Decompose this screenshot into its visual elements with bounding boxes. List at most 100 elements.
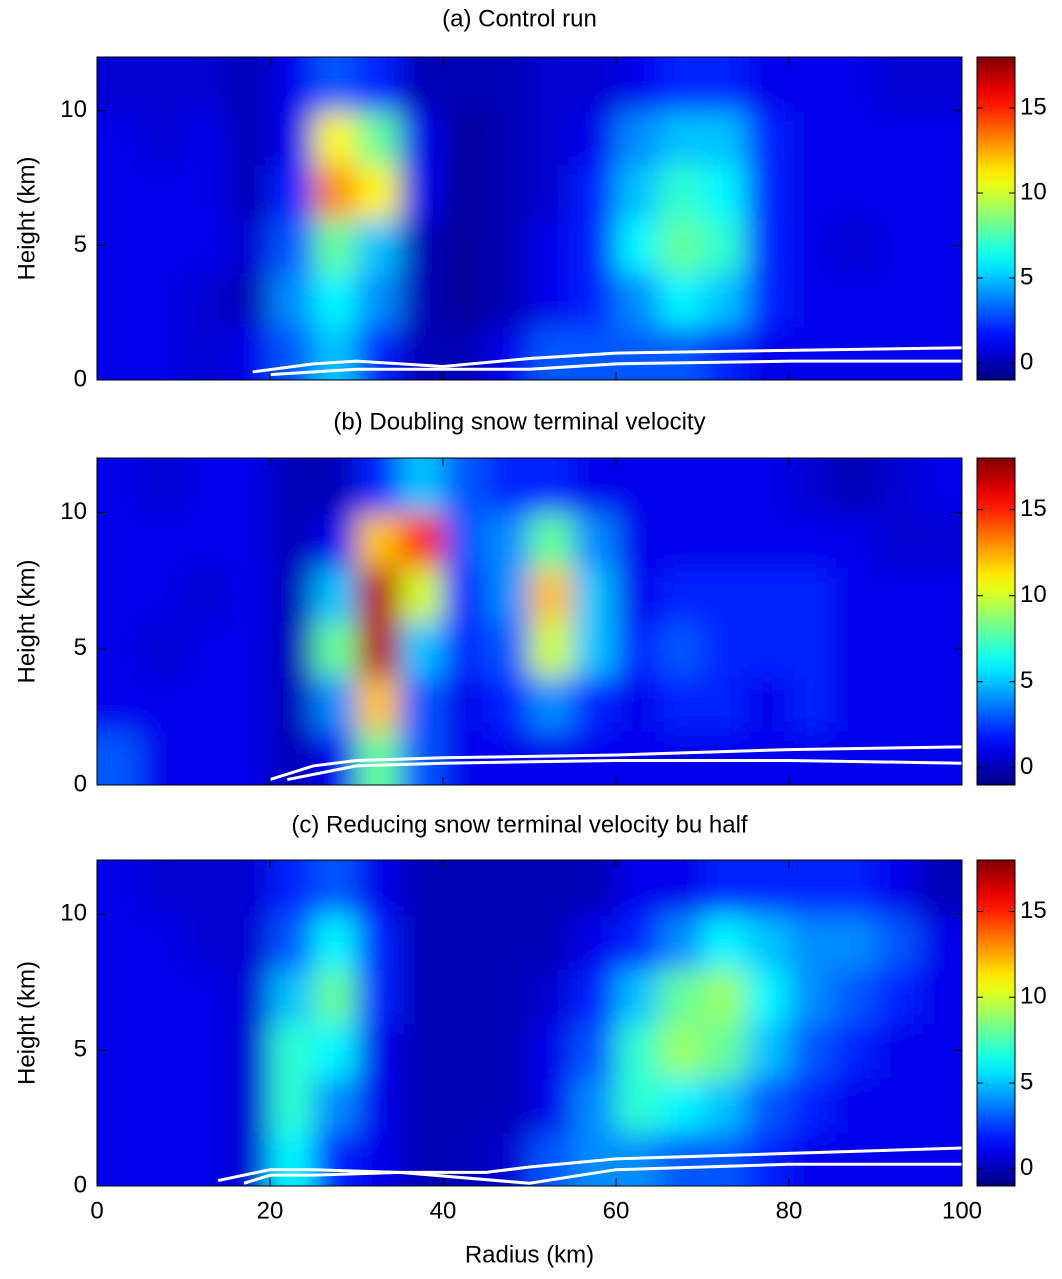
heat-cell bbox=[875, 914, 920, 970]
y-axis-label: Height (km) bbox=[13, 559, 40, 683]
heat-cell bbox=[443, 110, 488, 166]
heat-cell bbox=[832, 1077, 877, 1133]
x-axis-label: Radius (km) bbox=[465, 1241, 594, 1268]
heat-cell bbox=[443, 164, 488, 220]
heat-cell bbox=[745, 860, 790, 916]
heat-cell bbox=[702, 326, 747, 380]
heat-cell bbox=[918, 326, 962, 380]
heat-cell bbox=[356, 676, 401, 732]
colorbar bbox=[976, 457, 1016, 786]
heat-cell bbox=[918, 57, 962, 112]
heat-cell bbox=[270, 621, 315, 677]
heat-cell bbox=[702, 110, 747, 166]
x-tick-label: 20 bbox=[257, 1197, 284, 1224]
heat-cell bbox=[313, 272, 358, 328]
heat-cell bbox=[140, 272, 185, 328]
heat-cell bbox=[702, 676, 747, 732]
heat-cell bbox=[789, 272, 834, 328]
heat-cell bbox=[875, 218, 920, 274]
heat-cell bbox=[659, 1077, 704, 1133]
heat-cell bbox=[399, 326, 444, 380]
heat-cell bbox=[529, 326, 574, 380]
contour-line bbox=[269, 359, 962, 377]
heat-cell bbox=[616, 860, 661, 916]
colorbar-tick-label: 0 bbox=[1020, 348, 1033, 375]
colorbar-tick-label: 10 bbox=[1020, 581, 1047, 608]
heat-cell bbox=[875, 968, 920, 1024]
heat-cell bbox=[616, 567, 661, 623]
heat-cell bbox=[702, 57, 747, 112]
heat-cell bbox=[789, 676, 834, 732]
heat-cell bbox=[226, 968, 271, 1024]
heat-cell bbox=[529, 57, 574, 112]
colorbar bbox=[976, 859, 1016, 1187]
heat-cell bbox=[789, 1077, 834, 1133]
heat-cell bbox=[572, 164, 617, 220]
heat-cell bbox=[399, 164, 444, 220]
heat-cell bbox=[875, 458, 920, 514]
heat-cell bbox=[875, 272, 920, 328]
heat-cell bbox=[356, 621, 401, 677]
colorbar bbox=[976, 56, 1016, 381]
panel-title: (c) Reducing snow terminal velocity bu h… bbox=[291, 811, 748, 838]
heat-cell bbox=[529, 110, 574, 166]
heat-cell bbox=[140, 110, 185, 166]
heat-cell bbox=[313, 621, 358, 677]
heat-cell bbox=[659, 914, 704, 970]
heat-cell bbox=[659, 458, 704, 514]
heat-cell bbox=[918, 164, 962, 220]
heat-cell bbox=[572, 730, 617, 785]
heat-cell bbox=[832, 326, 877, 380]
heat-cell bbox=[270, 218, 315, 274]
heat-cell bbox=[529, 968, 574, 1024]
heat-cell bbox=[313, 860, 358, 916]
heat-cell bbox=[443, 968, 488, 1024]
heat-cell bbox=[140, 914, 185, 970]
heat-cell bbox=[832, 164, 877, 220]
heat-cell bbox=[745, 968, 790, 1024]
heat-cell bbox=[918, 272, 962, 328]
heat-cell bbox=[270, 110, 315, 166]
heat-cell bbox=[356, 512, 401, 568]
heat-cell bbox=[356, 110, 401, 166]
heat-cell bbox=[486, 110, 531, 166]
heat-cell bbox=[399, 57, 444, 112]
heat-cell bbox=[572, 968, 617, 1024]
heat-cell bbox=[356, 218, 401, 274]
heat-cell bbox=[183, 326, 228, 380]
heat-cell bbox=[745, 621, 790, 677]
heat-cell bbox=[399, 860, 444, 916]
heat-cell bbox=[270, 272, 315, 328]
heat-cell bbox=[789, 164, 834, 220]
heat-cell bbox=[183, 567, 228, 623]
y-tick-label: 10 bbox=[60, 498, 87, 525]
heat-cell bbox=[313, 1131, 358, 1186]
heat-cell bbox=[789, 914, 834, 970]
heat-cell bbox=[702, 218, 747, 274]
heat-cell bbox=[572, 272, 617, 328]
heat-cell bbox=[183, 676, 228, 732]
x-tick-label: 80 bbox=[776, 1197, 803, 1224]
heat-cell bbox=[356, 1077, 401, 1133]
heat-cell bbox=[443, 914, 488, 970]
heat-cell bbox=[529, 567, 574, 623]
heat-cell bbox=[140, 730, 185, 785]
heat-cell bbox=[140, 164, 185, 220]
heat-cell bbox=[270, 512, 315, 568]
heat-cell bbox=[97, 567, 142, 623]
heat-cell bbox=[183, 57, 228, 112]
heat-cell bbox=[529, 1077, 574, 1133]
heat-cell bbox=[745, 458, 790, 514]
heat-cell bbox=[659, 326, 704, 380]
heat-cell bbox=[659, 621, 704, 677]
heat-cell bbox=[529, 914, 574, 970]
heat-cell bbox=[486, 1023, 531, 1079]
heat-cell bbox=[313, 1077, 358, 1133]
heat-cell bbox=[270, 676, 315, 732]
heat-cell bbox=[659, 218, 704, 274]
heat-cell bbox=[875, 110, 920, 166]
heat-cell bbox=[529, 218, 574, 274]
heat-cell bbox=[443, 1077, 488, 1133]
heat-cell bbox=[226, 164, 271, 220]
heat-cell bbox=[572, 1077, 617, 1133]
